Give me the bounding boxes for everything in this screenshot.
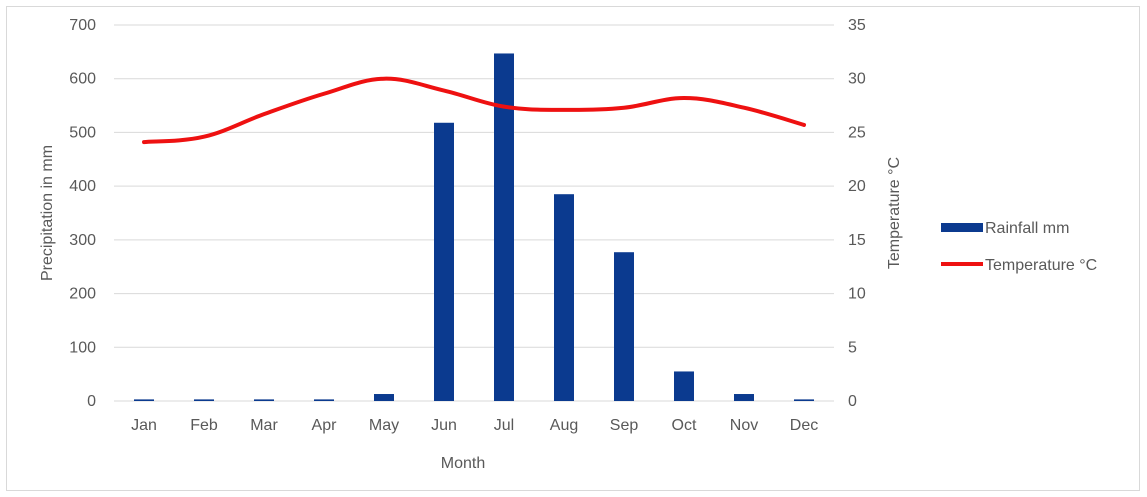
bar-nov (734, 394, 754, 401)
y2-tick-label: 15 (848, 232, 866, 249)
y-tick-label: 700 (69, 17, 96, 34)
y-tick-label: 0 (87, 393, 96, 410)
bar-jul (494, 53, 514, 402)
bar-may (374, 394, 394, 401)
y-tick-label: 300 (69, 232, 96, 249)
bar-sep (614, 252, 634, 401)
bar-apr (314, 399, 334, 401)
x-tick-label: Jan (131, 417, 157, 434)
bar-feb (194, 399, 214, 401)
legend: Rainfall mm Temperature °C (941, 220, 1097, 274)
temperature-point-jun (443, 90, 445, 92)
x-tick-label: Dec (790, 417, 818, 434)
right-axis-ticks: 0 5 10 15 20 25 30 35 (848, 17, 866, 410)
temperature-point-mar (263, 113, 265, 115)
bar-dec (794, 399, 814, 401)
y2-tick-label: 5 (848, 339, 857, 356)
legend-label-rainfall: Rainfall mm (985, 220, 1069, 237)
bar-mar (254, 399, 274, 401)
x-tick-label: Feb (190, 417, 218, 434)
temperature-point-dec (803, 124, 805, 126)
rainfall-bars (134, 53, 814, 402)
y2-tick-label: 0 (848, 393, 857, 410)
temperature-point-aug (563, 109, 565, 111)
temperature-point-nov (743, 107, 745, 109)
temperature-point-oct (683, 97, 685, 99)
temperature-point-jan (143, 141, 145, 143)
y-axis-title: Precipitation in mm (39, 145, 56, 281)
temperature-point-jul (503, 106, 505, 108)
bar-jun (434, 122, 454, 401)
y2-tick-label: 20 (848, 178, 866, 195)
y-tick-label: 200 (69, 286, 96, 303)
x-tick-label: May (369, 417, 399, 434)
x-tick-label: Mar (250, 417, 278, 434)
x-tick-label: Jun (431, 417, 457, 434)
temperature-line (142, 76, 806, 145)
y-tick-label: 500 (69, 124, 96, 141)
bar-jan (134, 399, 154, 401)
x-axis-ticks: Jan Feb Mar Apr May Jun Jul Aug Sep Oct Nov Dec (131, 417, 818, 434)
bar-aug (554, 194, 574, 401)
y2-axis-title: Temperature °C (886, 157, 903, 269)
x-axis-title: Month (441, 455, 485, 472)
x-tick-label: Aug (550, 417, 578, 434)
y2-tick-label: 35 (848, 17, 866, 34)
temperature-series-line (142, 76, 806, 145)
y-tick-label: 400 (69, 178, 96, 195)
x-tick-label: Oct (672, 417, 697, 434)
temperature-point-sep (623, 107, 625, 109)
temperature-point-feb (203, 136, 205, 138)
y2-tick-label: 25 (848, 124, 866, 141)
temperature-point-apr (323, 93, 325, 95)
y2-tick-label: 10 (848, 286, 866, 303)
y-tick-label: 100 (69, 339, 96, 356)
legend-label-temperature: Temperature °C (985, 257, 1097, 274)
x-tick-label: Jul (494, 417, 514, 434)
x-tick-label: Nov (730, 417, 758, 434)
x-tick-label: Sep (610, 417, 639, 434)
bar-oct (674, 371, 694, 401)
legend-swatch-rainfall (941, 223, 983, 232)
y-tick-label: 600 (69, 71, 96, 88)
gridlines (114, 24, 834, 402)
y2-tick-label: 30 (848, 71, 866, 88)
x-tick-label: Apr (312, 417, 338, 434)
left-axis-ticks: 0 100 200 300 400 500 600 700 (69, 17, 96, 410)
temperature-point-may (383, 78, 385, 80)
